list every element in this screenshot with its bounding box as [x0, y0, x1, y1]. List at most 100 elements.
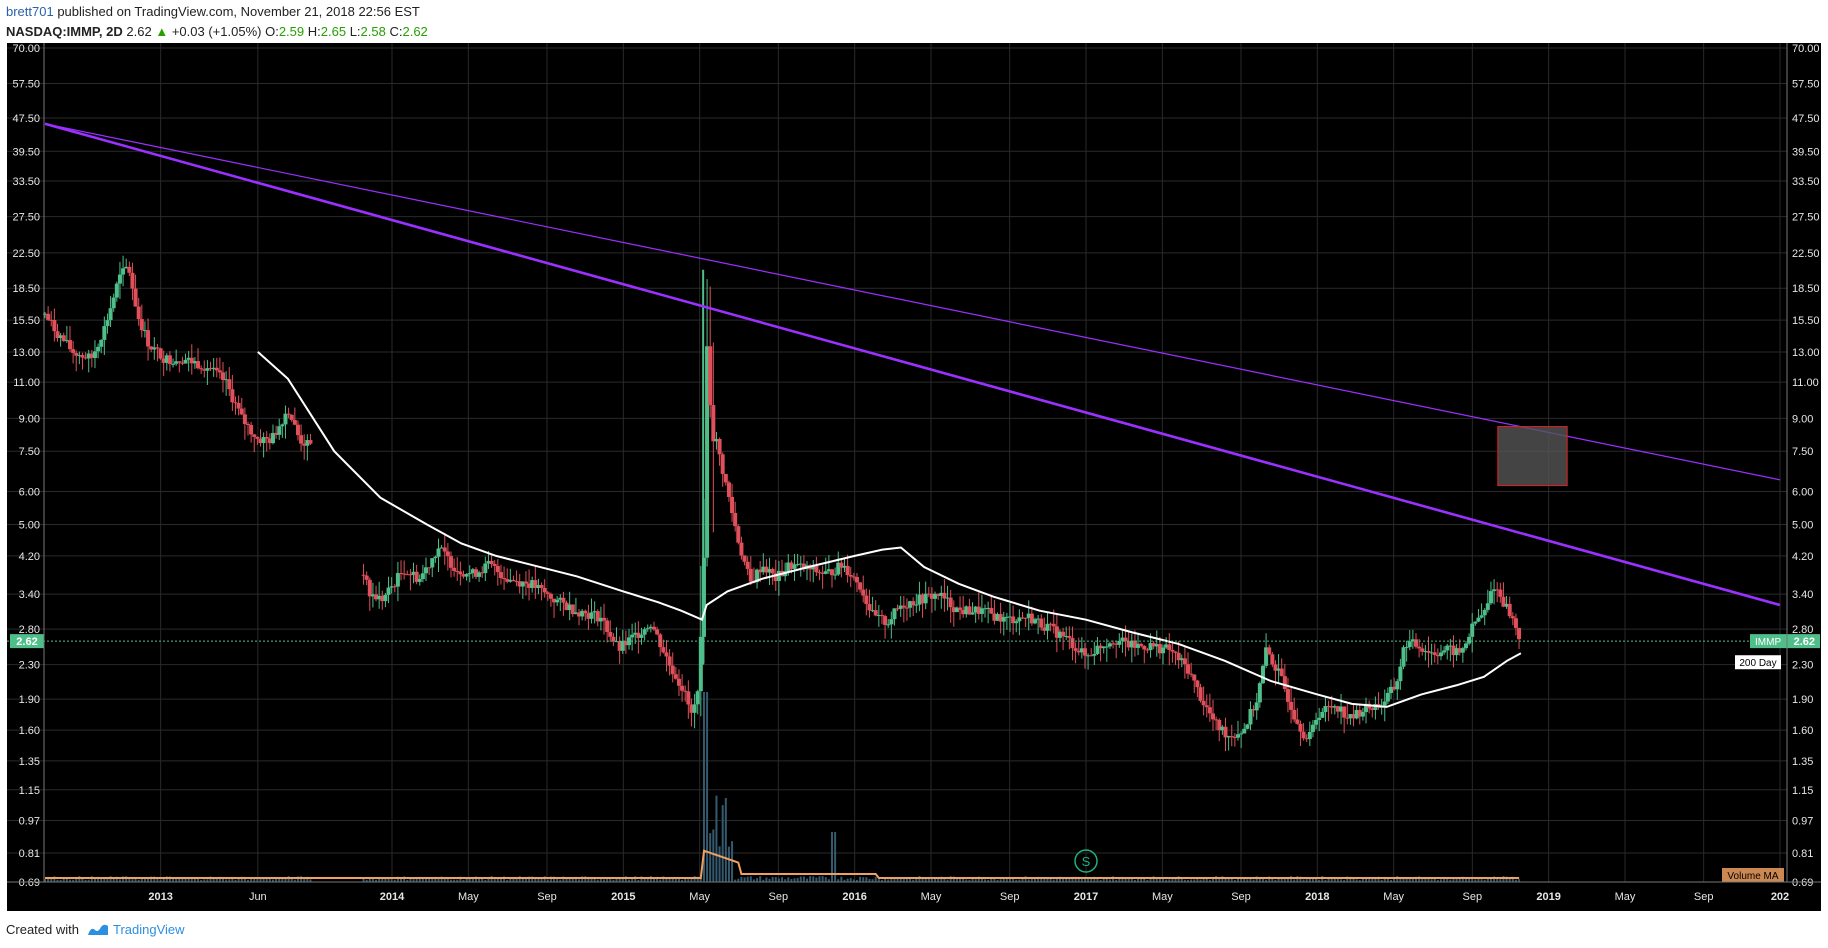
candle-body: [870, 610, 875, 612]
candle-body: [829, 569, 834, 576]
candle-body: [283, 413, 288, 425]
candle-body: [458, 571, 463, 575]
candle-body: [1460, 648, 1465, 653]
candle-body: [361, 574, 366, 576]
trend-line: [44, 122, 1781, 607]
candle-body: [814, 565, 819, 573]
y-tick-label-right: 6.00: [1792, 487, 1813, 499]
footer-brand[interactable]: TradingView: [112, 922, 185, 937]
candle-body: [917, 594, 922, 605]
candle-body: [605, 620, 610, 632]
candle-body: [730, 496, 735, 514]
candle-body: [189, 357, 194, 364]
candle-body: [58, 335, 63, 338]
candle-body: [1423, 650, 1428, 652]
y-tick-label-left: 57.50: [12, 79, 40, 91]
candle-body: [1051, 623, 1056, 627]
y-tick-label-right: 11.00: [1792, 377, 1819, 389]
candle-body: [411, 571, 416, 575]
candle-body: [392, 586, 397, 588]
candle-body: [620, 640, 625, 651]
y-tick-label-right: 18.50: [1792, 283, 1820, 295]
candle-body: [1082, 648, 1087, 656]
price-chart[interactable]: Volume MA 2.62 IMMP 2.62 200 Day S 70.00 70.0…: [0, 0, 1828, 915]
candle-body: [43, 313, 47, 315]
candle-body: [939, 592, 944, 596]
candle-body: [826, 569, 831, 572]
candle-body: [467, 573, 472, 575]
candle-body: [1498, 589, 1503, 597]
candle-body: [1217, 719, 1222, 731]
candle-body: [430, 558, 435, 568]
candle-body: [1292, 709, 1297, 720]
candle-body: [1273, 664, 1278, 671]
candle-body: [1195, 680, 1200, 688]
candle-body: [1426, 650, 1431, 653]
candle-body: [1304, 738, 1309, 740]
candle-body: [480, 572, 485, 574]
candle-body: [755, 569, 760, 583]
candle-body: [1476, 617, 1481, 622]
candle-body: [55, 331, 60, 338]
candle-body: [442, 547, 447, 552]
candle-body: [180, 362, 185, 364]
candle-body: [651, 626, 656, 630]
y-tick-label-right: 15.50: [1792, 315, 1820, 327]
x-tick-label: 202: [1771, 891, 1789, 903]
candle-body: [483, 563, 488, 574]
candle-body: [929, 593, 934, 599]
candle-body: [1161, 647, 1166, 654]
candle-body: [1420, 648, 1425, 652]
candle-body: [595, 611, 600, 622]
y-tick-label-left: 27.50: [12, 212, 40, 224]
candle-body: [564, 602, 569, 611]
candle-body: [1320, 711, 1325, 718]
candle-body: [1054, 626, 1059, 638]
candle-body: [424, 567, 429, 574]
candle-body: [1067, 635, 1072, 638]
candle-body: [255, 436, 260, 439]
candle-body: [1123, 637, 1128, 642]
candle-body: [567, 604, 572, 611]
candle-body: [77, 355, 82, 357]
candle-body: [533, 580, 538, 589]
candle-body: [951, 607, 956, 613]
candle-body: [1239, 733, 1244, 735]
high-label: H:: [307, 24, 321, 39]
footer: Created with TradingView: [6, 920, 185, 940]
candle-body: [1204, 705, 1209, 708]
price-change: +0.03 (+1.05%): [171, 24, 262, 39]
candle-body: [789, 562, 794, 569]
trend-line: [44, 123, 1781, 481]
candle-body: [208, 368, 213, 370]
candle-body: [1020, 617, 1025, 619]
candle-body: [527, 583, 532, 588]
candle-body: [214, 367, 219, 371]
candle-body: [1517, 627, 1522, 640]
candle-body: [933, 593, 938, 599]
y-tick-label-right: 1.15: [1792, 785, 1813, 797]
y-tick-label-right: 2.30: [1792, 660, 1813, 672]
author-link[interactable]: brett701: [6, 4, 54, 19]
candle-body: [1079, 648, 1084, 653]
candle-body: [224, 379, 229, 381]
candle-body: [270, 432, 275, 444]
candle-body: [736, 526, 741, 543]
candle-body: [1289, 701, 1294, 710]
candle-body: [389, 586, 394, 588]
chart-header: brett701 published on TradingView.com, N…: [6, 2, 428, 42]
candle-body: [249, 424, 254, 435]
candle-body: [108, 308, 113, 321]
symbol-label[interactable]: NASDAQ:IMMP, 2D: [6, 24, 123, 39]
signal-marker-icon: [1074, 849, 1098, 873]
publish-line: brett701 published on TradingView.com, N…: [6, 2, 428, 22]
candle-body: [149, 346, 154, 350]
candle-body: [770, 569, 775, 574]
candle-body: [1392, 686, 1397, 690]
candle-body: [1157, 644, 1162, 654]
candle-body: [1057, 631, 1062, 638]
candle-body: [648, 626, 653, 629]
candle-body: [1317, 717, 1322, 720]
candle-body: [1382, 701, 1387, 706]
candle-body: [1495, 589, 1500, 591]
